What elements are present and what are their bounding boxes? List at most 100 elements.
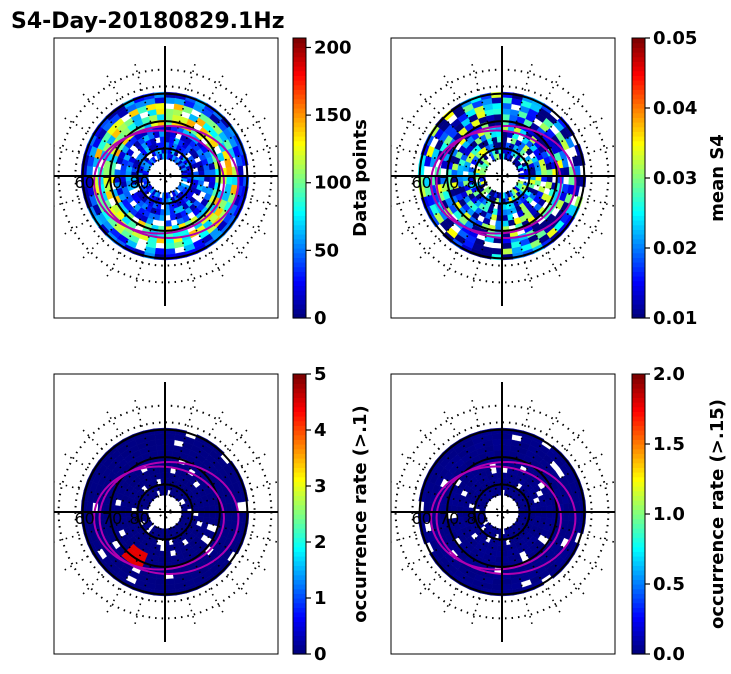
colorbar-segment	[632, 224, 645, 230]
colorbar-segment	[293, 276, 306, 282]
colorbar-segment	[293, 164, 306, 170]
colorbar-frame	[292, 37, 307, 319]
colorbar-segment	[632, 481, 645, 487]
colorbar-segment	[293, 56, 306, 62]
oval-boundary	[98, 461, 240, 575]
colorbar-segment	[293, 434, 306, 440]
colorbar-segment	[632, 537, 645, 543]
colorbar-segment	[293, 420, 306, 426]
colorbar-segment	[293, 448, 306, 454]
colorbar-segment	[293, 243, 306, 249]
colorbar-segment	[293, 61, 306, 67]
oval-boundary	[430, 129, 562, 235]
colorbar-segment	[293, 131, 306, 137]
colorbar-segment	[293, 504, 306, 510]
colorbar-tick-label: 0.02	[653, 238, 697, 259]
colorbar-segment	[632, 406, 645, 412]
colorbar-segment	[632, 397, 645, 403]
colorbar-segment	[293, 117, 306, 123]
colorbar-segment	[293, 271, 306, 277]
colorbar-segment	[293, 649, 306, 655]
colorbar-segment	[632, 458, 645, 464]
colorbar-segment	[632, 210, 645, 216]
colorbar-tick-label: 150	[314, 105, 352, 126]
colorbar-segment	[293, 52, 306, 58]
colorbar-segment	[293, 635, 306, 641]
colorbar-segment	[632, 61, 645, 67]
colorbar-segment	[632, 635, 645, 641]
ring-label: 70	[439, 173, 459, 192]
colorbar-segment	[293, 602, 306, 608]
colorbar-segment	[293, 472, 306, 478]
colorbar-segment	[632, 649, 645, 655]
colorbar-tick-label: 0.5	[653, 574, 685, 595]
colorbar-segment	[632, 374, 645, 380]
colorbar-segment	[632, 276, 645, 282]
colorbar-segment	[632, 430, 645, 436]
colorbar-segment	[293, 518, 306, 524]
colorbar-segment	[632, 448, 645, 454]
colorbar-segment	[632, 257, 645, 263]
colorbar-segment	[293, 145, 306, 151]
heatmap-cell	[164, 433, 176, 441]
colorbar-segment	[293, 644, 306, 650]
heatmap-cell	[176, 185, 184, 193]
heatmap-cell	[164, 247, 176, 255]
colorbar-segment	[293, 565, 306, 571]
colorbar-segment	[632, 444, 645, 450]
ring-label: 80	[129, 173, 149, 192]
heatmap-cell	[164, 444, 175, 452]
colorbar-segment	[293, 196, 306, 202]
heatmap-cell	[562, 502, 570, 513]
colorbar-segment	[293, 257, 306, 263]
colorbar-segment	[632, 248, 645, 254]
heatmap-cell	[151, 156, 157, 163]
colorbar-label: Data points	[350, 119, 371, 237]
heatmap-cell	[568, 511, 576, 522]
heatmap-cell	[501, 97, 513, 105]
colorbar-segment	[293, 47, 306, 53]
colorbar-segment	[293, 42, 306, 48]
colorbar-segment	[293, 84, 306, 90]
colorbar-segment	[632, 388, 645, 394]
heatmap-cell	[562, 511, 570, 522]
panel-frame	[53, 373, 279, 655]
heatmap-cell	[170, 555, 179, 563]
colorbar-tick-label: 1.5	[653, 434, 685, 455]
colorbar-tick-label: 3	[314, 476, 327, 497]
colorbar-tick-label: 0.05	[653, 28, 697, 49]
heatmap-cell	[225, 175, 233, 186]
colorbar-segment	[632, 262, 645, 268]
oval-boundary	[93, 129, 225, 235]
colorbar-segment	[293, 551, 306, 557]
colorbar-segment	[293, 495, 306, 501]
colorbar-segment	[632, 532, 645, 538]
colorbar-segment	[632, 313, 645, 319]
heatmap-cell	[503, 527, 509, 535]
heatmap-cell	[493, 450, 503, 457]
colorbar-segment	[632, 612, 645, 618]
heatmap-cell	[501, 583, 513, 591]
colorbar-segment	[632, 117, 645, 123]
colorbar: 0 50 100 150 200 Data points	[292, 37, 371, 329]
colorbar-segment	[293, 383, 306, 389]
heatmap-cell	[545, 181, 553, 190]
colorbar-segment	[632, 462, 645, 468]
colorbar-segment	[632, 542, 645, 548]
colorbar-segment	[632, 514, 645, 520]
colorbar-segment	[293, 416, 306, 422]
colorbar-segment	[293, 444, 306, 450]
colorbar-segment	[632, 52, 645, 58]
heatmap-cell	[568, 175, 576, 186]
colorbar-segment	[293, 579, 306, 585]
colorbar-segment	[632, 304, 645, 310]
ring-label: 80	[466, 173, 486, 192]
oval-boundary	[435, 461, 577, 575]
colorbar-segment	[293, 523, 306, 529]
colorbar-segment	[632, 476, 645, 482]
heatmap-cell	[501, 108, 512, 116]
colorbar-segment	[632, 75, 645, 81]
colorbar-segment	[632, 70, 645, 76]
colorbar-segment	[632, 383, 645, 389]
colorbar-tick-label: 1	[314, 588, 327, 609]
